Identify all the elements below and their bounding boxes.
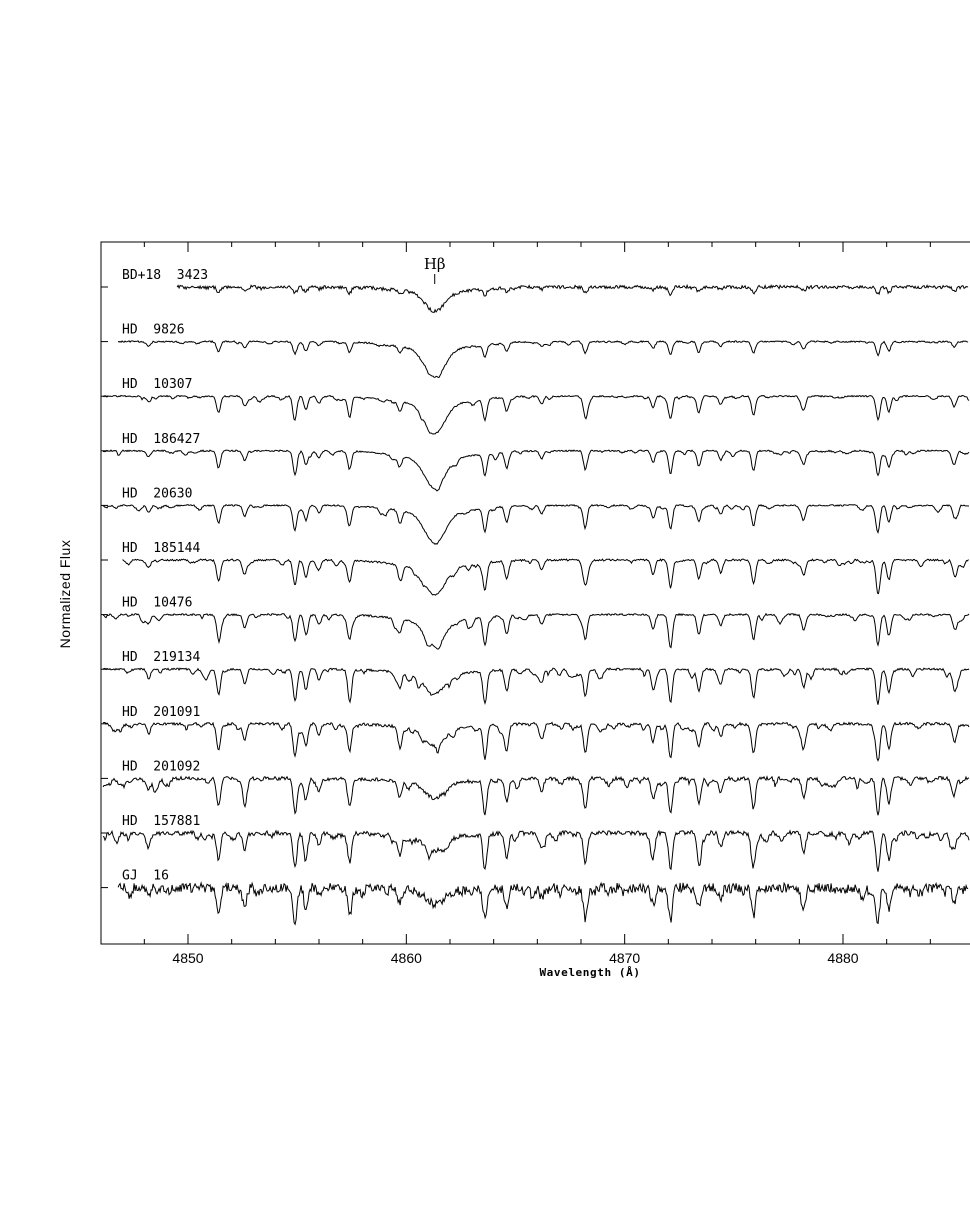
y-axis-title: Normalized Flux (57, 540, 73, 649)
plot-frame (100, 241, 970, 945)
star-label: HD 201092 (122, 759, 200, 774)
spectrum-line (117, 881, 969, 926)
star-labels: BD+18 3423 HD 9826 HD 10307 HD 186427 HD 206… (122, 268, 208, 884)
spectrum-line (102, 449, 970, 492)
x-tick-label: 4880 (827, 950, 858, 966)
spectrum-line (117, 340, 969, 378)
star-label: HD 10307 (122, 377, 192, 392)
spectrum-line (122, 558, 969, 596)
hbeta-label: Hβ (424, 255, 446, 273)
star-label: HD 201091 (122, 705, 200, 720)
spectrum-line (102, 775, 970, 816)
spectrum-line (102, 612, 970, 650)
spectra-group (102, 283, 970, 926)
star-label: HD 186427 (122, 432, 200, 447)
x-tick-label: 4870 (609, 950, 640, 966)
spectrum-line (102, 503, 969, 545)
star-label: HD 9826 (122, 323, 185, 338)
star-label: HD 10476 (122, 596, 192, 611)
spectrum-line (176, 283, 969, 314)
star-label: GJ 16 (122, 869, 169, 884)
x-axis-title: Wavelength (Å) (539, 966, 640, 979)
star-label: HD 20630 (122, 486, 192, 501)
star-label: HD 219134 (122, 650, 200, 665)
star-label: HD 157881 (122, 814, 200, 829)
spectrum-line (102, 829, 970, 872)
x-tick-label: 4860 (391, 950, 422, 966)
x-tick-label: 4850 (172, 950, 203, 966)
spectrum-line (102, 394, 970, 435)
spectrum-line (102, 721, 970, 762)
star-label: BD+18 3423 (122, 268, 208, 283)
hbeta-annotation: Hβ (424, 255, 446, 284)
spectrum-line (102, 667, 970, 705)
axis-ticks: 4850 4860 4870 4880 (101, 242, 931, 966)
star-label: HD 185144 (122, 541, 200, 556)
